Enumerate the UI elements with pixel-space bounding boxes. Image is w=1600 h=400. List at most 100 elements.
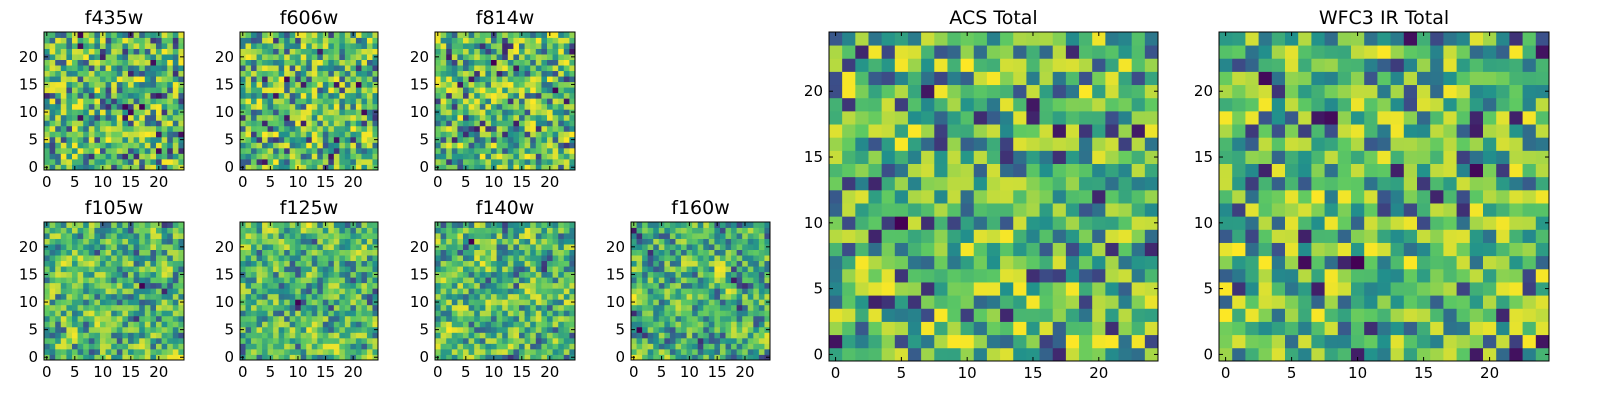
heatmap-cell [328, 222, 335, 228]
heatmap-cell [440, 142, 447, 149]
heatmap-cell [256, 103, 263, 110]
heatmap-cell [758, 260, 765, 267]
heatmap-cell [328, 288, 335, 295]
heatmap-cell [245, 125, 252, 132]
heatmap-cell [311, 288, 318, 295]
heatmap-cell [479, 249, 486, 256]
heatmap-cell [524, 354, 531, 361]
heatmap-cell [519, 299, 525, 306]
heatmap-cell [986, 203, 1001, 217]
heatmap-cell [116, 114, 123, 121]
heatmap-cell [167, 114, 174, 121]
heatmap-cell [451, 153, 458, 160]
heatmap-cell [947, 308, 961, 322]
heatmap-cell [541, 164, 548, 171]
heatmap-cell [311, 120, 318, 127]
heatmap-cell [973, 189, 988, 204]
heatmap-cell [881, 308, 896, 322]
heatmap-cell [513, 70, 520, 77]
heatmap-cell [273, 120, 280, 127]
heatmap-cell [251, 54, 257, 60]
heatmap-cell [747, 326, 754, 333]
x-tick-label: 0 [433, 363, 443, 381]
heatmap-cell [1065, 308, 1080, 322]
heatmap-cell [736, 310, 743, 317]
heatmap-cell [502, 354, 509, 361]
heatmap-cell [306, 48, 313, 55]
heatmap-cell [647, 222, 654, 228]
heatmap-cell [535, 266, 542, 273]
heatmap-cell [55, 337, 62, 344]
heatmap-cell [245, 32, 252, 38]
heatmap-cell [44, 332, 50, 339]
heatmap-cell [451, 81, 458, 88]
heatmap-cell [116, 249, 123, 256]
heatmap-cell [947, 203, 961, 217]
heatmap-cell [172, 147, 179, 154]
heatmap-cell [1144, 268, 1159, 283]
heatmap-cell [519, 76, 525, 83]
heatmap-cell [111, 158, 118, 165]
heatmap-cell [569, 65, 576, 72]
heatmap-cell [172, 255, 179, 262]
heatmap-cell [289, 142, 296, 149]
heatmap-cell [116, 103, 123, 110]
heatmap-cell [72, 282, 78, 289]
heatmap-cell [116, 59, 123, 66]
heatmap-cell [251, 332, 257, 339]
heatmap-cell [507, 48, 514, 55]
heatmap-cell [664, 277, 671, 284]
heatmap-cell [753, 277, 760, 284]
heatmap-cell [675, 299, 682, 306]
heatmap-cell [541, 103, 548, 110]
heatmap-cell [311, 326, 318, 333]
heatmap-cell [764, 233, 771, 239]
heatmap-cell [88, 76, 95, 83]
heatmap-cell [496, 282, 503, 289]
y-tick-label: 5 [224, 321, 234, 339]
heatmap-cell [446, 153, 453, 160]
heatmap-cell [60, 125, 67, 132]
heatmap-cell [122, 304, 129, 311]
heatmap-cell [446, 277, 453, 284]
heatmap-cell [742, 244, 749, 250]
heatmap-cell [111, 32, 118, 38]
heatmap-cell [485, 48, 492, 55]
heatmap-cell [451, 147, 458, 154]
heatmap-cell [842, 189, 856, 204]
heatmap-cell [524, 227, 531, 234]
heatmap-cell [435, 59, 441, 66]
heatmap-cell [128, 271, 134, 278]
heatmap-cell [366, 288, 373, 295]
heatmap-cell [77, 92, 84, 99]
heatmap-cell [642, 299, 649, 306]
heatmap-cell [83, 282, 90, 289]
heatmap-cell [1026, 321, 1040, 336]
heatmap-cell [178, 103, 185, 110]
y-tick-label: 15 [19, 75, 38, 93]
heatmap-cell [440, 310, 447, 317]
heatmap-cell [675, 255, 682, 262]
heatmap-cell [747, 238, 754, 245]
heatmap-cell [161, 164, 168, 171]
heatmap-cell [524, 233, 531, 239]
heatmap-cell [361, 233, 368, 239]
heatmap-cell [535, 120, 542, 127]
heatmap-cell [1079, 189, 1093, 204]
heatmap-cell [569, 310, 576, 317]
heatmap-cell [719, 321, 726, 328]
heatmap-cell [457, 266, 464, 273]
heatmap-cell [507, 222, 514, 228]
heatmap-cell [311, 98, 318, 105]
heatmap-cell [273, 315, 280, 322]
heatmap-cell [361, 120, 368, 127]
heatmap-cell [167, 142, 174, 149]
heatmap-cell [161, 299, 168, 306]
heatmap-cell [66, 288, 73, 295]
heatmap-cell [524, 164, 531, 171]
heatmap-cell [161, 136, 168, 143]
heatmap-cell [267, 244, 274, 250]
heatmap-cell [267, 65, 274, 72]
heatmap-cell [563, 321, 570, 328]
heatmap-cell [457, 249, 464, 256]
